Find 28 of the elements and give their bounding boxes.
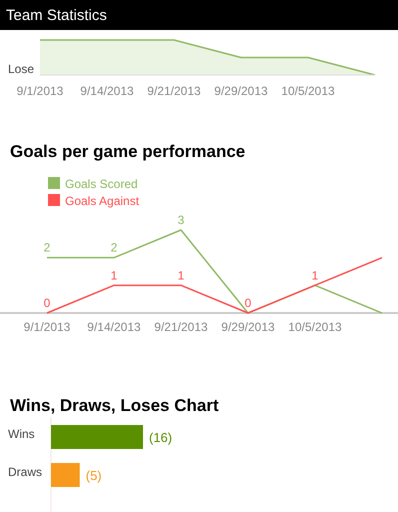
data-label: 0 [244, 296, 252, 310]
x-tick-label: 10/5/2013 [281, 84, 336, 98]
data-label: 2 [44, 240, 51, 255]
legend-label: Goals Against [65, 194, 140, 208]
chart-title: Team Statistics [6, 7, 107, 24]
data-label: 1 [178, 268, 185, 282]
x-tick-label: 9/21/2013 [154, 320, 208, 334]
chart-title: Wins, Draws, Loses Chart [10, 396, 219, 415]
data-label: 1 [312, 268, 319, 282]
x-tick-label: 9/14/2013 [80, 84, 134, 98]
x-tick-label: 9/1/2013 [24, 320, 71, 334]
data-label: 1 [110, 268, 118, 282]
text: Lose [8, 62, 34, 76]
data-label: 3 [178, 213, 185, 227]
x-tick-label: 9/21/2013 [147, 84, 202, 98]
x-tick-label: 10/5/2013 [288, 320, 342, 334]
data-label: (16) [149, 430, 172, 445]
data-label: 0 [44, 296, 51, 310]
x-tick-label: 9/1/2013 [16, 84, 64, 98]
data-label: 2 [110, 240, 118, 255]
x-tick-label: 9/14/2013 [87, 320, 142, 334]
data-label: (5) [86, 468, 102, 483]
y-tick-label: Draws [8, 465, 42, 479]
x-tick-label: 9/29/2013 [221, 320, 276, 334]
y-tick-label: Wins [8, 427, 35, 441]
legend-label: Goals Scored [65, 177, 138, 191]
chart-title: Goals per game performance [10, 142, 246, 161]
x-tick-label: 9/29/2013 [214, 84, 268, 98]
